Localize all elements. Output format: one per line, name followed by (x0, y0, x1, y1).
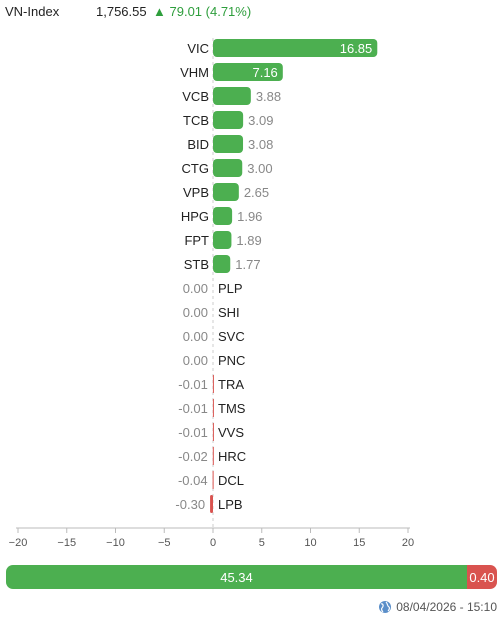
category-label-hrc: HRC (218, 449, 246, 464)
category-label-plp: PLP (218, 281, 243, 296)
x-tick-label-6: 10 (304, 537, 316, 549)
footer: 08/04/2026 - 15:10 (378, 599, 497, 615)
category-label-bid: BID (187, 137, 209, 152)
update-timestamp: 08/04/2026 - 15:10 (396, 600, 497, 614)
x-tick-label-5: 5 (259, 537, 265, 549)
category-label-ctg: CTG (182, 161, 209, 176)
category-label-tcb: TCB (183, 113, 209, 128)
category-label-vhm: VHM (180, 65, 209, 80)
category-label-hpg: HPG (181, 209, 209, 224)
value-label-bid: 3.08 (248, 137, 273, 152)
bar-vcb (213, 87, 251, 105)
positive-total-label: 45.34 (220, 569, 253, 585)
bar-hpg (213, 207, 233, 225)
bar-vvs (212, 423, 214, 441)
value-label-vic: 16.85 (340, 41, 373, 56)
value-label-hrc: -0.02 (178, 449, 208, 464)
value-label-plp: 0.00 (183, 281, 208, 296)
x-tick-label-7: 15 (353, 537, 365, 549)
category-label-svc: SVC (218, 329, 245, 344)
bar-vic (213, 39, 378, 57)
breadth-summary-bar: 45.34 0.40 (6, 565, 497, 589)
impact-bar-chart: VIC 16.85 VHM 7.16 VCB 3.88 TCB 3.09 BID 3.08 CTG 3… (9, 38, 414, 549)
value-label-vhm: 7.16 (252, 65, 277, 80)
category-label-shi: SHI (218, 305, 240, 320)
bar-tra (212, 375, 214, 393)
category-label-pnc: PNC (218, 353, 245, 368)
bar-ctg (213, 159, 243, 177)
x-tick-label-0: −20 (9, 537, 28, 549)
value-label-shi: 0.00 (183, 305, 208, 320)
value-label-vvs: -0.01 (178, 425, 208, 440)
category-label-stb: STB (184, 257, 209, 272)
value-label-pnc: 0.00 (183, 353, 208, 368)
category-label-vic: VIC (187, 41, 209, 56)
category-label-fpt: FPT (184, 233, 209, 248)
category-label-tra: TRA (218, 377, 244, 392)
x-tick-label-2: −10 (106, 537, 125, 549)
value-label-vpb: 2.65 (244, 185, 269, 200)
up-arrow-icon: ▲ (153, 4, 166, 19)
value-label-tra: -0.01 (178, 377, 208, 392)
index-price: 1,756.55 (96, 4, 147, 19)
value-label-vcb: 3.88 (256, 89, 281, 104)
value-label-svc: 0.00 (183, 329, 208, 344)
bar-vhm (213, 63, 283, 81)
category-label-dcl: DCL (218, 473, 244, 488)
value-label-dcl: -0.04 (178, 473, 208, 488)
bar-dcl (212, 471, 214, 489)
x-tick-label-4: 0 (210, 537, 216, 549)
bar-vpb (213, 183, 239, 201)
value-label-hpg: 1.96 (237, 209, 262, 224)
value-label-stb: 1.77 (235, 257, 260, 272)
bar-tcb (213, 111, 244, 129)
value-label-lpb: -0.30 (175, 497, 205, 512)
category-label-tms: TMS (218, 401, 246, 416)
bar-bid (213, 135, 244, 153)
x-tick-label-1: −15 (57, 537, 76, 549)
index-change-value: 79.01 (4.71%) (169, 4, 252, 19)
bar-tms (212, 399, 214, 417)
negative-total-bar: 0.40 (467, 565, 497, 589)
bar-fpt (213, 231, 232, 249)
value-label-tms: -0.01 (178, 401, 208, 416)
category-label-vpb: VPB (183, 185, 209, 200)
x-tick-label-8: 20 (402, 537, 414, 549)
globe-icon (379, 601, 392, 613)
positive-total-bar: 45.34 (6, 565, 467, 589)
x-tick-label-3: −5 (158, 537, 171, 549)
index-change: ▲ 79.01 (4.71%) (153, 4, 251, 19)
bar-lpb (210, 495, 213, 513)
value-label-tcb: 3.09 (248, 113, 273, 128)
category-label-lpb: LPB (218, 497, 243, 512)
category-label-vcb: VCB (182, 89, 209, 104)
bar-hrc (212, 447, 214, 465)
value-label-fpt: 1.89 (236, 233, 261, 248)
negative-total-label: 0.40 (469, 569, 495, 585)
category-label-vvs: VVS (218, 425, 244, 440)
value-label-ctg: 3.00 (247, 161, 272, 176)
bar-stb (213, 255, 231, 273)
index-name: VN-Index (5, 4, 60, 19)
